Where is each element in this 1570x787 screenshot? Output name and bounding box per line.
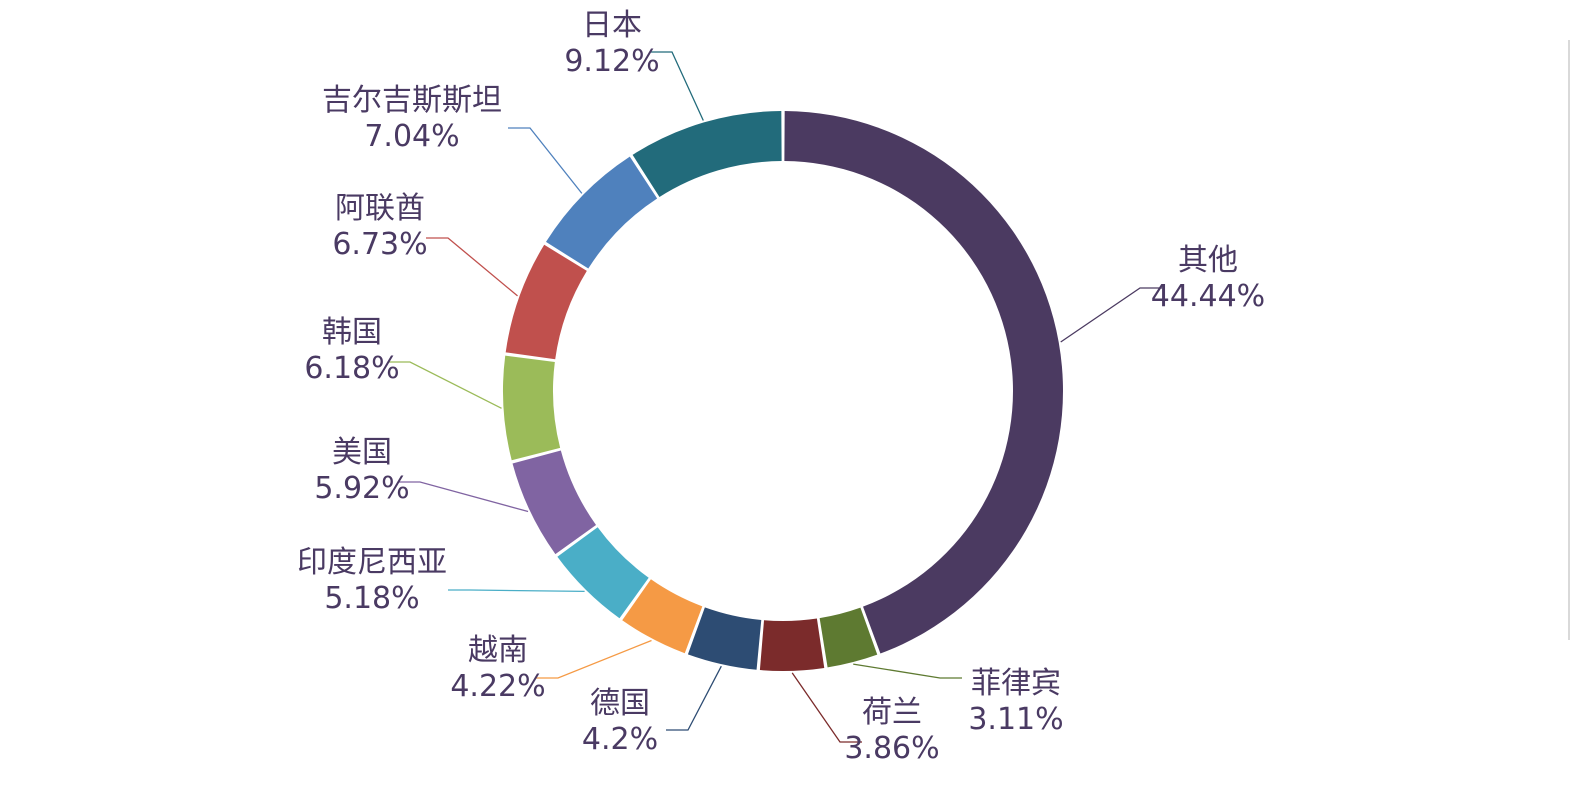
slice-label: 韩国: [322, 315, 382, 350]
slice: [687, 607, 762, 670]
slice-value-label: 44.44%: [1151, 279, 1265, 314]
slice-value-label: 4.2%: [582, 722, 658, 757]
leader-line: [448, 589, 585, 593]
leader-line: [426, 237, 518, 297]
leader-line: [650, 51, 704, 121]
slice-value-label: 5.92%: [314, 471, 409, 506]
slice-value-label: 7.04%: [364, 119, 459, 154]
slices-layer: [503, 111, 1063, 671]
slice-label: 阿联酋: [335, 191, 425, 226]
slice-value-label: 6.18%: [304, 351, 399, 386]
slice-value-label: 3.11%: [968, 702, 1063, 737]
slice: [784, 111, 1063, 654]
leader-line: [853, 663, 962, 679]
slice-value-label: 6.73%: [332, 227, 427, 262]
slice-label: 印度尼西亚: [297, 545, 447, 580]
leader-line: [388, 361, 502, 409]
slice-label: 德国: [590, 686, 650, 721]
slice: [622, 579, 703, 654]
right-edge-divider: [1568, 40, 1570, 640]
slice-label: 其他: [1178, 243, 1238, 278]
leader-line: [666, 665, 722, 731]
slice-value-label: 4.22%: [450, 669, 545, 704]
slice: [505, 244, 587, 360]
leader-line: [1060, 287, 1162, 343]
leader-line: [536, 639, 652, 679]
slice: [819, 607, 878, 668]
leader-lines-layer: [388, 51, 1162, 743]
slice-value-label: 5.18%: [324, 581, 419, 616]
slice: [545, 156, 658, 269]
slice: [557, 527, 649, 619]
slice: [503, 355, 561, 461]
slice: [512, 450, 597, 555]
leader-line: [791, 672, 862, 743]
leader-line: [398, 481, 529, 513]
slice-value-label: 9.12%: [564, 44, 659, 79]
slice-label: 菲律宾: [971, 666, 1061, 701]
slice-label: 越南: [468, 633, 528, 668]
slice-label: 美国: [332, 435, 392, 470]
slice-label: 吉尔吉斯斯坦: [322, 83, 502, 118]
leader-line: [508, 127, 583, 194]
slice-label: 日本: [582, 8, 642, 43]
slice: [632, 111, 782, 197]
slice-label: 荷兰: [862, 695, 922, 730]
slice: [759, 618, 825, 671]
slice-value-label: 3.86%: [844, 731, 939, 766]
